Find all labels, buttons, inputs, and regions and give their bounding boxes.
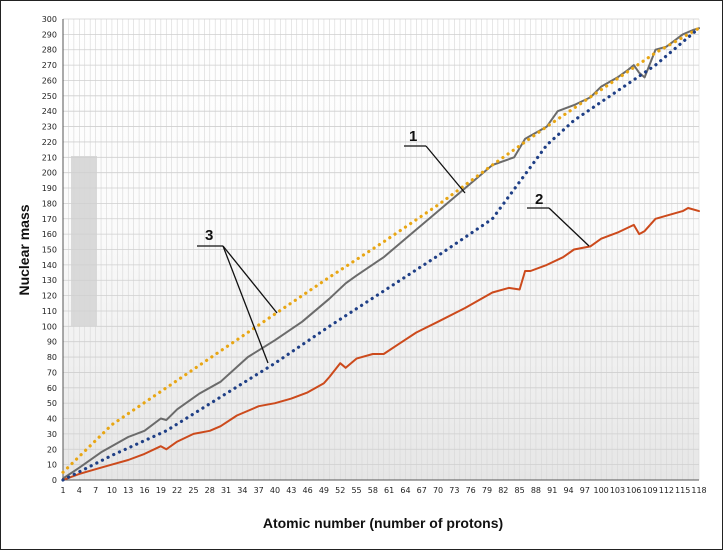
x-tick-label: 118 [691,486,706,495]
x-tick-label: 115 [675,486,690,495]
x-tick-label: 88 [531,486,541,495]
x-tick-label: 82 [498,486,508,495]
callouts: 1 2 3 [197,128,590,364]
series-line-0 [62,27,700,480]
y-tick-label: 300 [42,15,57,24]
x-tick-label: 100 [594,486,609,495]
x-tick-label: 46 [303,486,313,495]
y-tick-label: 240 [42,107,57,116]
y-tick-label: 160 [42,230,57,239]
x-tick-label: 34 [237,486,247,495]
x-tick-label: 61 [384,486,394,495]
x-tick-label: 91 [547,486,557,495]
series-line-2 [61,26,701,474]
x-tick-label: 55 [351,486,361,495]
series-line-1 [62,207,700,481]
x-tick-label: 37 [254,486,264,495]
background-block [71,156,97,326]
y-tick-label: 20 [47,445,57,454]
grid [62,18,700,481]
y-tick-label: 80 [47,353,57,362]
x-tick-label: 64 [400,486,410,495]
y-tick-label: 200 [42,169,57,178]
y-tick-label: 90 [47,338,57,347]
series-line-3 [61,26,701,482]
x-tick-label: 67 [417,486,427,495]
x-tick-label: 49 [319,486,329,495]
axes: 0102030405060708090100110120130140150160… [42,15,707,495]
x-tick-label: 112 [659,486,674,495]
x-tick-label: 28 [205,486,215,495]
x-tick-label: 70 [433,486,443,495]
x-tick-label: 1 [60,486,65,495]
x-tick-label: 103 [610,486,625,495]
y-axis-title: Nuclear mass [16,204,32,295]
x-tick-label: 16 [139,486,149,495]
y-tick-label: 220 [42,138,57,147]
x-tick-label: 4 [77,486,82,495]
x-tick-label: 76 [466,486,476,495]
x-tick-label: 25 [188,486,198,495]
y-tick-label: 40 [47,415,57,424]
y-tick-label: 30 [47,430,57,439]
y-tick-label: 60 [47,384,57,393]
y-tick-label: 230 [42,123,57,132]
y-tick-label: 250 [42,92,57,101]
x-tick-label: 85 [515,486,525,495]
y-tick-label: 270 [42,61,57,70]
x-tick-label: 94 [563,486,573,495]
x-tick-label: 52 [335,486,345,495]
y-tick-label: 100 [42,322,57,331]
x-tick-label: 7 [93,486,98,495]
x-tick-label: 79 [482,486,492,495]
x-tick-label: 10 [107,486,117,495]
y-tick-label: 290 [42,30,57,39]
x-tick-label: 106 [626,486,641,495]
y-tick-label: 140 [42,261,57,270]
callout-3-label: 3 [205,227,213,244]
y-tick-label: 210 [42,153,57,162]
x-tick-label: 97 [580,486,590,495]
y-tick-label: 190 [42,184,57,193]
y-tick-label: 170 [42,215,57,224]
x-tick-label: 109 [642,486,657,495]
y-tick-label: 70 [47,368,57,377]
x-tick-label: 43 [286,486,296,495]
x-tick-label: 31 [221,486,231,495]
x-tick-label: 22 [172,486,182,495]
callout-2-label: 2 [535,191,543,208]
x-tick-label: 19 [156,486,166,495]
x-axis-title: Atomic number (number of protons) [263,515,503,531]
y-tick-label: 50 [47,399,57,408]
y-tick-label: 130 [42,276,57,285]
callout-1-label: 1 [409,128,417,145]
y-tick-label: 120 [42,292,57,301]
series-group [61,26,701,482]
y-tick-label: 150 [42,246,57,255]
x-tick-label: 58 [368,486,378,495]
y-tick-label: 0 [52,476,57,485]
y-tick-label: 110 [42,307,57,316]
x-tick-label: 13 [123,486,133,495]
y-tick-label: 10 [47,461,57,470]
x-tick-label: 73 [449,486,459,495]
y-tick-label: 280 [42,46,57,55]
y-tick-label: 180 [42,199,57,208]
y-tick-label: 260 [42,76,57,85]
x-tick-label: 40 [270,486,280,495]
